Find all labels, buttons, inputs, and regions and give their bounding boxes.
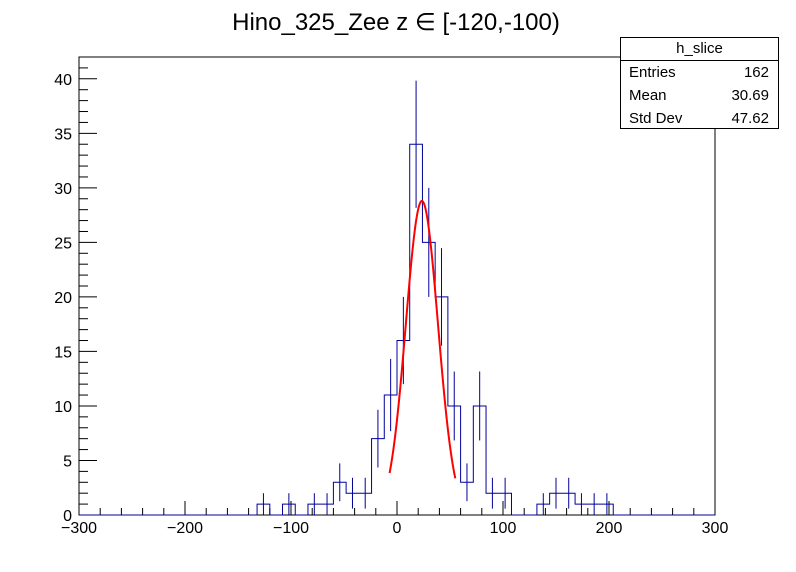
y-tick-label: 5 xyxy=(63,453,72,470)
stats-label: Mean xyxy=(629,87,667,104)
y-axis: 0 5 10 15 20 25 30 35 40 xyxy=(54,56,97,525)
stats-value: 30.69 xyxy=(731,87,769,104)
x-tick-label: −100 xyxy=(273,520,309,537)
y-tick-label: 25 xyxy=(54,235,72,252)
gaussian-fit-series xyxy=(388,199,457,479)
y-tick-label: 35 xyxy=(54,126,72,143)
y-tick-label: 15 xyxy=(54,344,72,361)
x-axis: −300 −200 −100 0 100 200 300 xyxy=(61,501,728,537)
histogram-outline xyxy=(79,143,715,516)
x-tick-label: 100 xyxy=(490,520,517,537)
stats-label: Entries xyxy=(629,64,676,81)
x-tick-label: 200 xyxy=(596,520,623,537)
stats-value: 47.62 xyxy=(731,110,769,127)
stats-label: Std Dev xyxy=(629,110,683,127)
stats-value: 162 xyxy=(743,64,769,81)
stats-row-stddev: Std Dev 47.62 xyxy=(621,107,778,130)
x-tick-label: −300 xyxy=(61,520,97,537)
y-tick-label: 20 xyxy=(54,290,72,307)
chart-title: Hino_325_Zee z ∈ [-120,-100) xyxy=(232,9,560,36)
y-tick-label: 40 xyxy=(54,72,72,89)
stats-box: h_slice Entries 162 Mean 30.69 Std Dev 4… xyxy=(620,37,779,129)
stats-row-mean: Mean 30.69 xyxy=(621,84,778,107)
y-tick-label: 10 xyxy=(54,399,72,416)
x-tick-label: 0 xyxy=(393,520,402,537)
stats-title: h_slice xyxy=(621,38,778,61)
y-tick-label: 0 xyxy=(63,508,72,525)
fit-curve xyxy=(388,199,457,479)
x-tick-label: −200 xyxy=(167,520,203,537)
y-tick-label: 30 xyxy=(54,181,72,198)
x-tick-label: 300 xyxy=(702,520,729,537)
stats-row-entries: Entries 162 xyxy=(621,61,778,84)
histogram-series xyxy=(79,80,715,516)
